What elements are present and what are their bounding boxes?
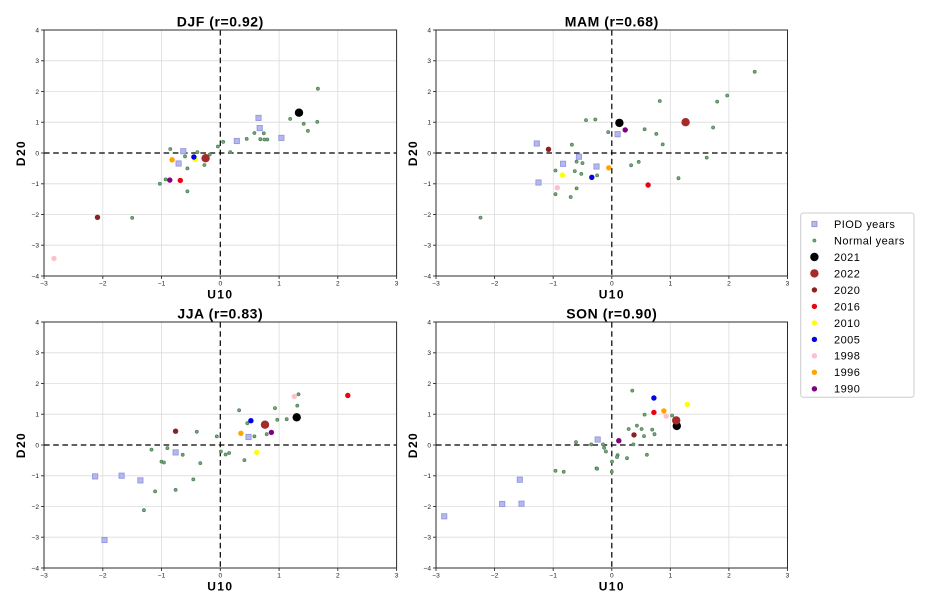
svg-text:JJA (r=0.83): JJA (r=0.83) (177, 306, 263, 322)
svg-text:−2: −2 (31, 504, 39, 511)
svg-text:Normal years: Normal years (834, 235, 905, 247)
svg-text:2021: 2021 (834, 252, 860, 264)
svg-text:4: 4 (427, 27, 431, 34)
svg-text:2020: 2020 (834, 285, 860, 297)
svg-text:−4: −4 (31, 273, 39, 280)
svg-text:−3: −3 (31, 243, 39, 250)
svg-text:−1: −1 (423, 181, 431, 188)
svg-text:0: 0 (610, 281, 614, 288)
svg-text:2: 2 (427, 381, 431, 388)
svg-text:−2: −2 (31, 212, 39, 219)
svg-text:0: 0 (427, 150, 431, 157)
svg-text:0: 0 (218, 573, 222, 580)
svg-text:−1: −1 (31, 473, 39, 480)
svg-text:1: 1 (35, 412, 39, 419)
svg-text:−3: −3 (423, 243, 431, 250)
svg-text:−3: −3 (432, 573, 440, 580)
svg-text:2016: 2016 (834, 301, 860, 313)
svg-text:−2: −2 (423, 212, 431, 219)
svg-text:3: 3 (35, 350, 39, 357)
svg-text:−1: −1 (549, 281, 557, 288)
svg-text:3: 3 (427, 58, 431, 65)
svg-text:D20: D20 (14, 432, 28, 458)
svg-text:2: 2 (427, 89, 431, 96)
svg-text:1996: 1996 (834, 367, 860, 379)
svg-text:MAM (r=0.68): MAM (r=0.68) (565, 14, 659, 30)
svg-text:PIOD years: PIOD years (834, 219, 895, 231)
svg-text:1: 1 (668, 281, 672, 288)
svg-text:4: 4 (35, 27, 39, 34)
svg-text:D20: D20 (14, 140, 28, 166)
svg-text:−1: −1 (31, 181, 39, 188)
svg-text:2: 2 (727, 281, 731, 288)
svg-text:2010: 2010 (834, 318, 860, 330)
svg-text:3: 3 (786, 281, 790, 288)
svg-text:1: 1 (277, 573, 281, 580)
svg-text:−2: −2 (491, 281, 499, 288)
svg-text:DJF (r=0.92): DJF (r=0.92) (177, 14, 264, 30)
svg-text:U10: U10 (599, 580, 625, 594)
svg-text:D20: D20 (406, 432, 420, 458)
svg-text:−3: −3 (31, 535, 39, 542)
svg-text:−4: −4 (423, 273, 431, 280)
svg-text:0: 0 (427, 442, 431, 449)
svg-text:3: 3 (786, 573, 790, 580)
svg-text:0: 0 (610, 573, 614, 580)
svg-text:−3: −3 (432, 281, 440, 288)
svg-text:−4: −4 (31, 565, 39, 572)
svg-text:−1: −1 (549, 573, 557, 580)
svg-text:3: 3 (427, 350, 431, 357)
svg-text:U10: U10 (207, 288, 233, 302)
svg-text:U10: U10 (207, 580, 233, 594)
svg-text:2: 2 (336, 573, 340, 580)
svg-text:−1: −1 (423, 473, 431, 480)
svg-text:−2: −2 (99, 573, 107, 580)
svg-text:4: 4 (427, 319, 431, 326)
svg-text:−3: −3 (423, 535, 431, 542)
svg-text:2: 2 (35, 89, 39, 96)
svg-text:1: 1 (427, 412, 431, 419)
svg-text:−3: −3 (40, 573, 48, 580)
svg-text:−2: −2 (491, 573, 499, 580)
svg-text:1: 1 (35, 120, 39, 127)
svg-text:0: 0 (35, 150, 39, 157)
svg-text:2: 2 (336, 281, 340, 288)
svg-text:1: 1 (427, 120, 431, 127)
svg-text:−4: −4 (423, 565, 431, 572)
svg-text:2022: 2022 (834, 268, 860, 280)
svg-text:0: 0 (35, 442, 39, 449)
svg-text:3: 3 (395, 573, 399, 580)
svg-text:4: 4 (35, 319, 39, 326)
svg-text:D20: D20 (406, 140, 420, 166)
svg-text:−2: −2 (99, 281, 107, 288)
svg-text:1998: 1998 (834, 351, 860, 363)
svg-text:0: 0 (218, 281, 222, 288)
svg-text:2: 2 (35, 381, 39, 388)
svg-text:2005: 2005 (834, 334, 860, 346)
svg-text:3: 3 (35, 58, 39, 65)
svg-text:−2: −2 (423, 504, 431, 511)
svg-text:SON (r=0.90): SON (r=0.90) (566, 306, 657, 322)
svg-text:U10: U10 (599, 288, 625, 302)
svg-text:1990: 1990 (834, 384, 860, 396)
svg-text:−1: −1 (158, 281, 166, 288)
svg-text:−3: −3 (40, 281, 48, 288)
svg-text:1: 1 (277, 281, 281, 288)
svg-text:−1: −1 (158, 573, 166, 580)
svg-text:3: 3 (395, 281, 399, 288)
svg-text:2: 2 (727, 573, 731, 580)
svg-text:1: 1 (668, 573, 672, 580)
